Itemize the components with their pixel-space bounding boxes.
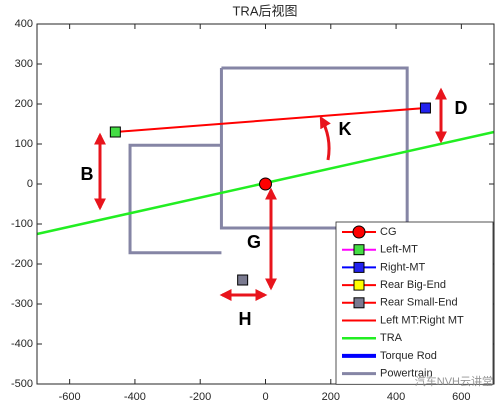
y-tick-label: -300: [11, 298, 33, 310]
legend-label: CG: [380, 226, 397, 238]
marker: [237, 274, 249, 286]
marker: [353, 279, 365, 291]
legend-label: Powertrain: [380, 368, 433, 380]
watermark: 汽车NVH云讲堂: [415, 374, 493, 388]
annotation-label: K: [339, 119, 352, 139]
x-tick-label: -400: [124, 391, 146, 403]
legend-label: Left MT:Right MT: [380, 314, 464, 326]
marker: [353, 261, 365, 273]
legend-label: TRA: [380, 332, 403, 344]
x-tick-label: -200: [189, 391, 211, 403]
y-tick-label: -100: [11, 218, 33, 230]
marker: [109, 126, 121, 138]
annotation-label: D: [455, 98, 468, 118]
x-tick-label: 600: [452, 391, 470, 403]
legend: CG Left-MT Right-MT Rear Big-End Rear Small-…: [335, 221, 494, 385]
marker: [353, 244, 365, 256]
marker: [259, 177, 272, 191]
legend-label: Torque Rod: [380, 350, 437, 362]
legend-label: Right-MT: [380, 261, 426, 273]
axes-box: [36, 23, 495, 385]
x-tick-label: 400: [387, 391, 405, 403]
annotation-label: G: [247, 232, 261, 252]
legend-label: Rear Big-End: [380, 279, 446, 291]
marker: [353, 297, 365, 309]
y-tick-label: 300: [15, 58, 33, 70]
arrow-k: [319, 115, 331, 161]
annotation-label: B: [81, 164, 94, 184]
y-tick-label: -500: [11, 378, 33, 390]
y-tick-label: 400: [15, 18, 33, 30]
x-tick-label: -600: [59, 391, 81, 403]
y-tick-label: 0: [27, 178, 33, 190]
x-tick-label: 0: [262, 391, 268, 403]
x-tick-label: 200: [322, 391, 340, 403]
annotation-arrows: [94, 87, 447, 301]
marker: [419, 102, 431, 114]
legend-label: Rear Small-End: [380, 297, 458, 309]
y-tick-label: 100: [15, 138, 33, 150]
legend-label: Left-MT: [380, 244, 418, 256]
y-tick-label: -200: [11, 258, 33, 270]
chart-title: TRA后视图: [232, 3, 297, 18]
annotation-label: H: [239, 309, 252, 329]
marker: [352, 225, 366, 239]
y-tick-label: -400: [11, 338, 33, 350]
plot-area: -600 -400 -200 0 200 400 600 -500 -400 -300 -200 -1…: [11, 18, 495, 403]
y-tick-label: 200: [15, 98, 33, 110]
series-line: [115, 107, 426, 133]
